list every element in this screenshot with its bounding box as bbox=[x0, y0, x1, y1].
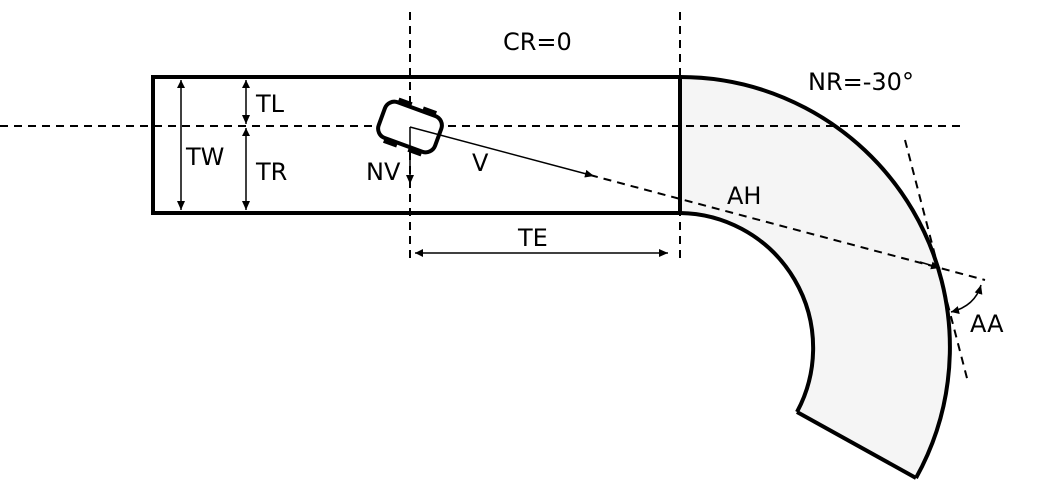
label-tr: TR bbox=[255, 158, 287, 186]
ah-arrow bbox=[919, 261, 941, 270]
aim-line-dashed bbox=[589, 174, 986, 281]
label-tw: TW bbox=[185, 143, 224, 171]
label-aa: AA bbox=[970, 310, 1004, 338]
curved-road-outer-edge bbox=[679, 75, 952, 479]
curved-road-fill bbox=[680, 77, 950, 478]
label-cr: CR=0 bbox=[503, 28, 572, 56]
aa-angle-arc bbox=[950, 284, 983, 314]
curved-road-end-edge bbox=[796, 410, 917, 480]
label-nr: NR=-30° bbox=[808, 68, 914, 96]
label-v: V bbox=[472, 149, 489, 177]
label-nv: NV bbox=[366, 158, 401, 186]
v-arrow bbox=[409, 126, 595, 178]
label-te: TE bbox=[517, 224, 548, 252]
label-ah: AH bbox=[727, 182, 761, 210]
curved-road-inner-edge bbox=[679, 211, 816, 413]
label-tl: TL bbox=[255, 90, 285, 118]
